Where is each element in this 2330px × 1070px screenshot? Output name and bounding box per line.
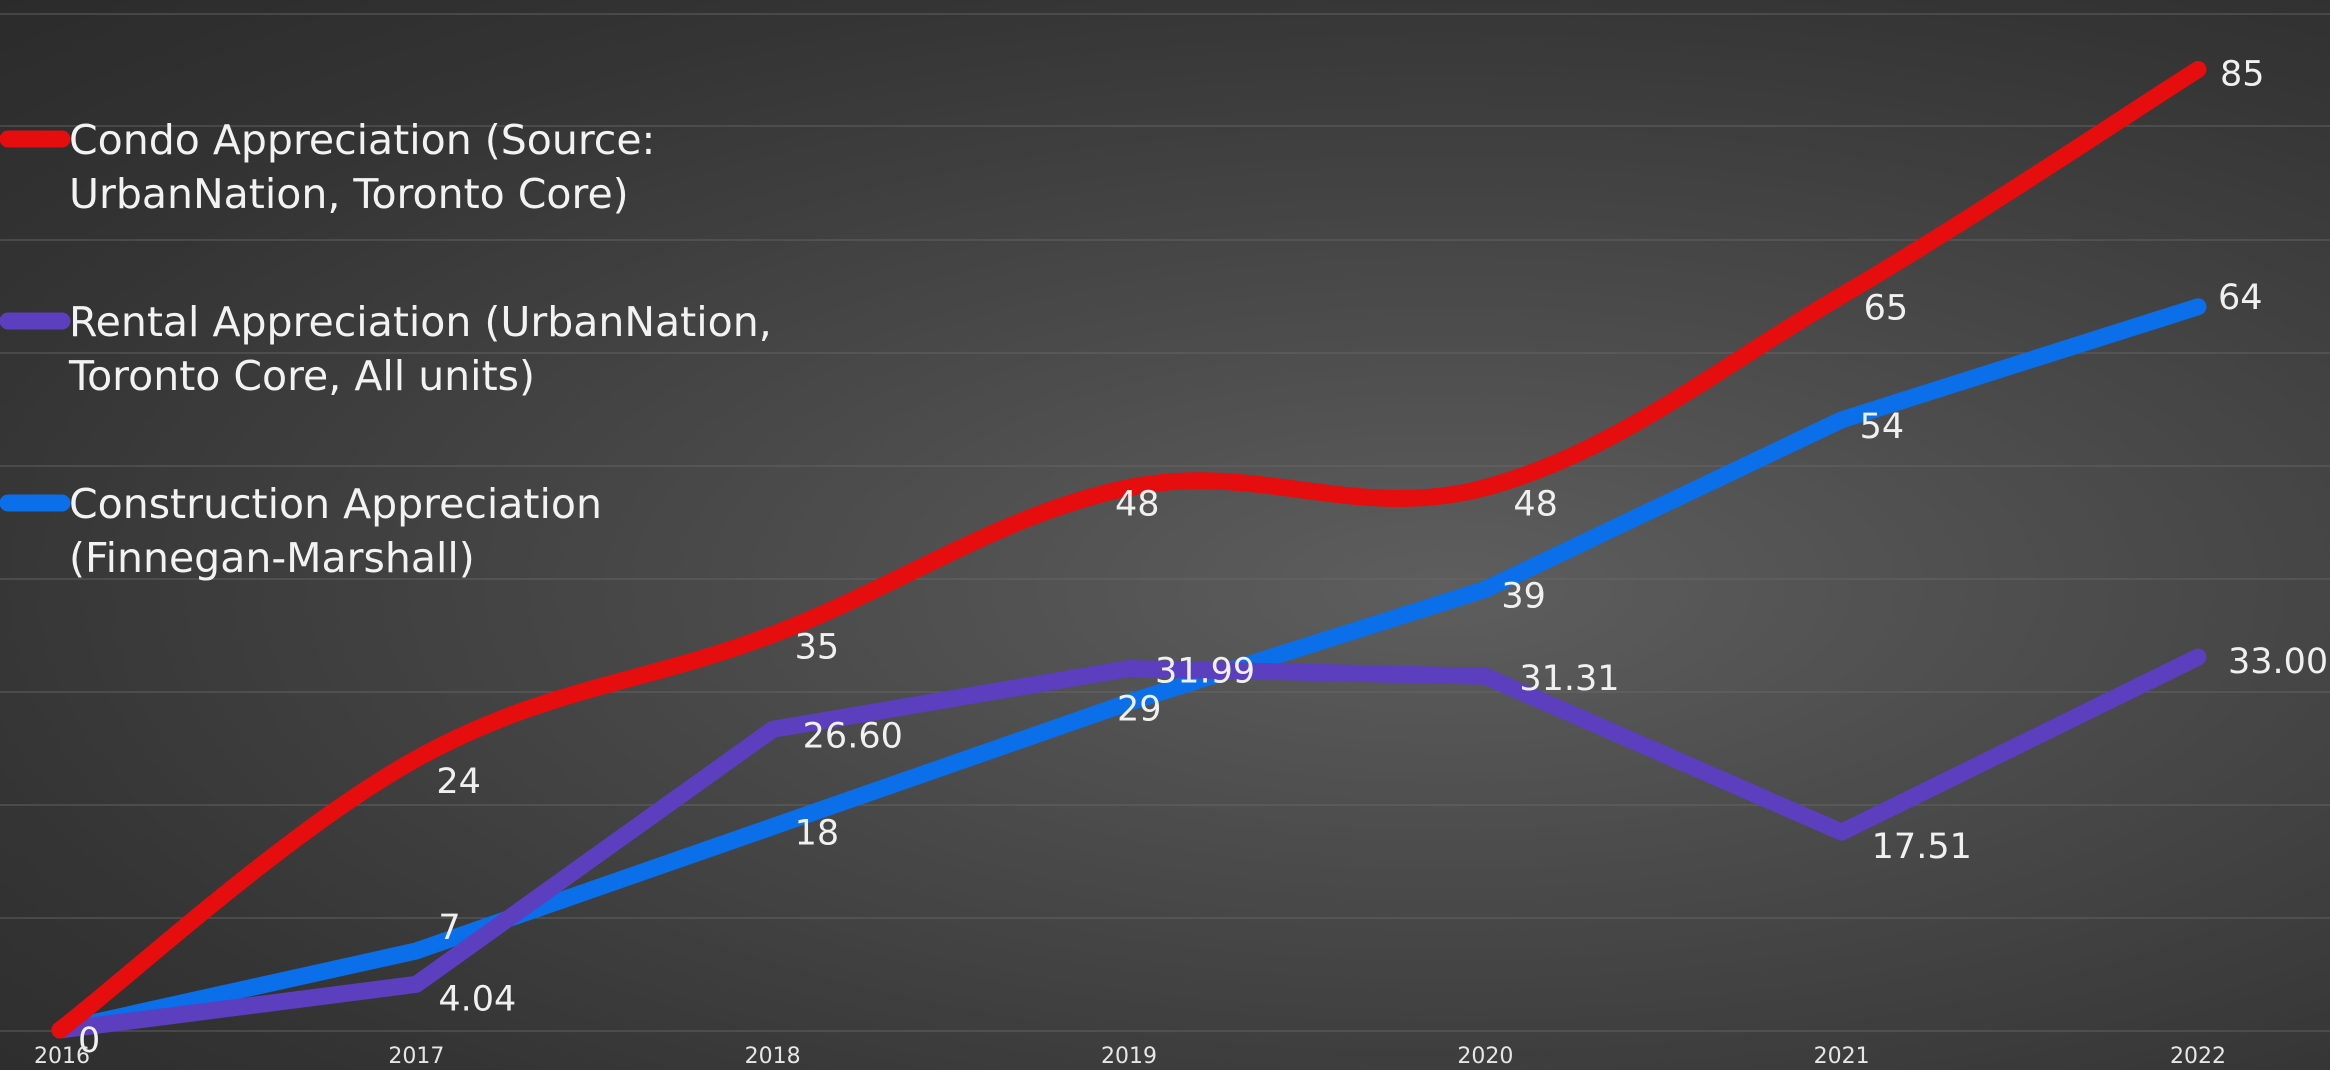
x-tick-label-0: 2016	[34, 1044, 90, 1069]
x-tick-label-2: 2018	[745, 1044, 801, 1069]
data-label-s2-p1: 24	[436, 762, 481, 802]
data-label-s1-p1: 4.04	[438, 979, 516, 1019]
data-labels: 0 7 18 29 39 54 64 4.04 26.60 31.99 31.31 17.51 33.0…	[78, 55, 2328, 1062]
x-tick-label-1: 2017	[388, 1044, 444, 1069]
series-line-2	[51, 61, 2207, 1039]
data-label-s0-p2: 18	[795, 814, 840, 854]
data-label-s2-p4: 48	[1513, 485, 1558, 525]
series-line-0	[51, 298, 2207, 1039]
x-tick-label-5: 2021	[1814, 1044, 1870, 1069]
legend-label-2-line-0: Construction Appreciation	[69, 480, 602, 528]
data-label-s0-p1: 7	[438, 908, 460, 948]
legend-label-1-line-0: Rental Appreciation (UrbanNation,	[69, 298, 772, 346]
data-label-s1-p2: 26.60	[803, 716, 903, 756]
legend-label-1-line-1: Toronto Core, All units)	[68, 352, 535, 400]
data-label-s1-p6: 33.00	[2228, 642, 2328, 682]
x-axis-ticks: 2016 2017 2018 2019 2020 2021 2022	[34, 1044, 2226, 1069]
x-tick-label-3: 2019	[1101, 1044, 1157, 1069]
data-label-s0-p5: 54	[1860, 407, 1905, 447]
data-label-s0-p0: 0	[78, 1021, 100, 1061]
x-tick-label-6: 2022	[2170, 1044, 2226, 1069]
data-label-s1-p4: 31.31	[1519, 659, 1619, 699]
series-lines	[51, 61, 2207, 1039]
series-line-1	[51, 648, 2207, 1039]
data-label-s2-p5: 65	[1864, 289, 1909, 329]
data-label-s2-p2: 35	[795, 628, 840, 668]
gridlines	[0, 13, 2330, 1032]
x-tick-label-4: 2020	[1457, 1044, 1513, 1069]
data-label-s0-p4: 39	[1501, 576, 1546, 616]
legend-label-0-line-0: Condo Appreciation (Source:	[69, 116, 655, 164]
data-label-s0-p3: 29	[1117, 689, 1162, 729]
data-label-s2-p3: 48	[1115, 485, 1160, 525]
data-label-s0-p6: 64	[2218, 278, 2263, 318]
legend-label-2-line-1: (Finnegan-Marshall)	[69, 534, 475, 582]
data-label-s2-p6: 85	[2220, 55, 2265, 95]
data-label-s1-p5: 17.51	[1872, 827, 1972, 867]
data-label-s1-p3: 31.99	[1155, 652, 1255, 692]
legend-label-0-line-1: UrbanNation, Toronto Core)	[69, 170, 629, 218]
legend: Condo Appreciation (Source: UrbanNation, …	[0, 116, 772, 582]
